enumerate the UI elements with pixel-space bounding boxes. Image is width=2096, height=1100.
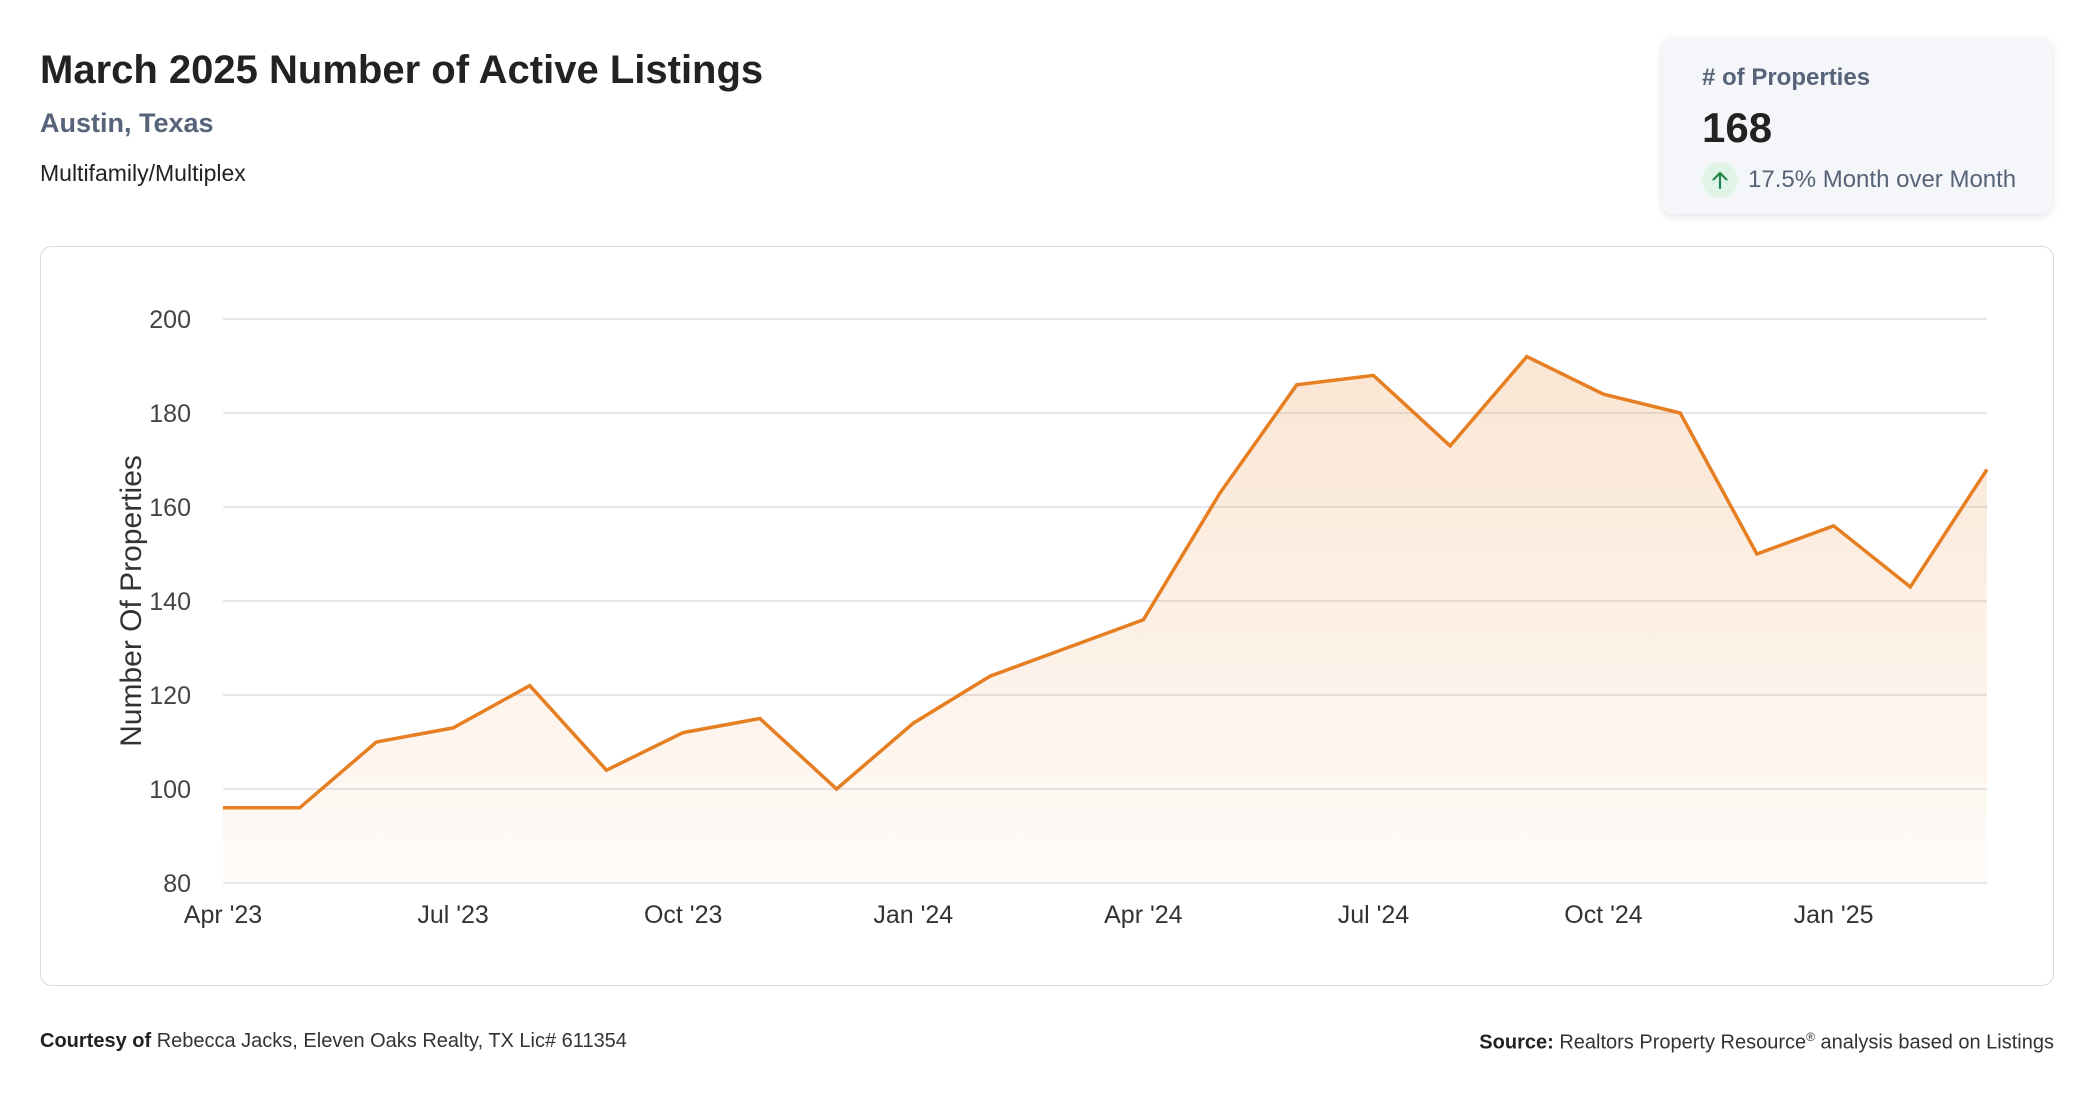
x-tick-label: Jul '23	[417, 901, 488, 929]
data-point	[910, 720, 916, 726]
data-point	[1831, 523, 1837, 529]
arrow-up-icon	[1702, 162, 1738, 198]
data-point	[1370, 372, 1376, 378]
x-tick-label: Apr '23	[184, 901, 262, 929]
data-point	[297, 805, 303, 811]
series-line	[223, 354, 1989, 810]
data-point	[450, 725, 456, 731]
data-point	[373, 739, 379, 745]
x-tick-label: Apr '24	[1104, 901, 1183, 929]
source-footer: Source: Realtors Property Resource® anal…	[1479, 1030, 2054, 1055]
data-point	[1140, 617, 1146, 623]
x-tick-label: Oct '23	[644, 901, 722, 929]
courtesy-label: Courtesy of	[40, 1030, 152, 1052]
data-point	[757, 716, 763, 722]
data-point	[1984, 466, 1990, 472]
stat-change: 17.5% Month over Month	[1702, 162, 2016, 198]
y-tick-label: 80	[163, 870, 191, 898]
x-tick-label: Jul '24	[1338, 901, 1410, 929]
data-point	[1907, 584, 1913, 590]
y-tick-label: 160	[149, 494, 191, 522]
location-subtitle: Austin, Texas	[40, 108, 214, 138]
x-tick-label: Jan '24	[873, 901, 953, 929]
y-tick-label: 180	[149, 400, 191, 428]
line-area-chart: 80 100 120 140 160 180 200 Number Of Properties…	[115, 306, 1990, 929]
stat-value: 168	[1702, 104, 1773, 151]
data-point	[1601, 391, 1607, 397]
source-text: Realtors Property Resource	[1559, 1031, 1807, 1054]
chart-panel: 80 100 120 140 160 180 200 Number Of Properties…	[40, 246, 2054, 986]
data-point	[1754, 551, 1760, 557]
data-point	[1294, 382, 1300, 388]
x-tick-label: Oct '24	[1564, 901, 1643, 929]
y-tick-label: 100	[149, 776, 191, 804]
data-point	[1217, 490, 1223, 496]
registered-mark: ®	[1806, 1030, 1815, 1044]
series-area	[223, 356, 1987, 884]
property-type-label: Multifamily/Multiplex	[40, 160, 246, 186]
source-label: Source:	[1479, 1031, 1554, 1054]
stat-change-text: 17.5% Month over Month	[1748, 166, 2017, 193]
source-suffix: analysis based on Listings	[1814, 1031, 2055, 1054]
courtesy-footer: Courtesy of Rebecca Jacks, Eleven Oaks R…	[40, 1030, 627, 1053]
x-tick-label: Jan '25	[1794, 901, 1874, 929]
data-point	[527, 683, 533, 689]
data-point	[1524, 354, 1530, 360]
data-point	[1064, 645, 1070, 651]
page-title: March 2025 Number of Active Listings	[40, 48, 764, 92]
data-point	[987, 673, 993, 679]
y-tick-label: 120	[149, 682, 191, 710]
data-point	[680, 730, 686, 736]
data-point	[220, 805, 226, 811]
y-tick-label: 200	[149, 306, 191, 334]
data-point	[834, 786, 840, 792]
y-axis-label: Number Of Properties	[115, 455, 148, 747]
properties-stat-card: # of Properties 168 17.5% Month over Mon…	[1662, 38, 2052, 214]
y-tick-label: 140	[149, 588, 191, 616]
courtesy-text: Rebecca Jacks, Eleven Oaks Realty, TX Li…	[156, 1030, 627, 1052]
stat-label: # of Properties	[1702, 64, 1871, 91]
data-point	[1447, 443, 1453, 449]
data-point	[603, 767, 609, 773]
data-point	[1677, 410, 1683, 416]
